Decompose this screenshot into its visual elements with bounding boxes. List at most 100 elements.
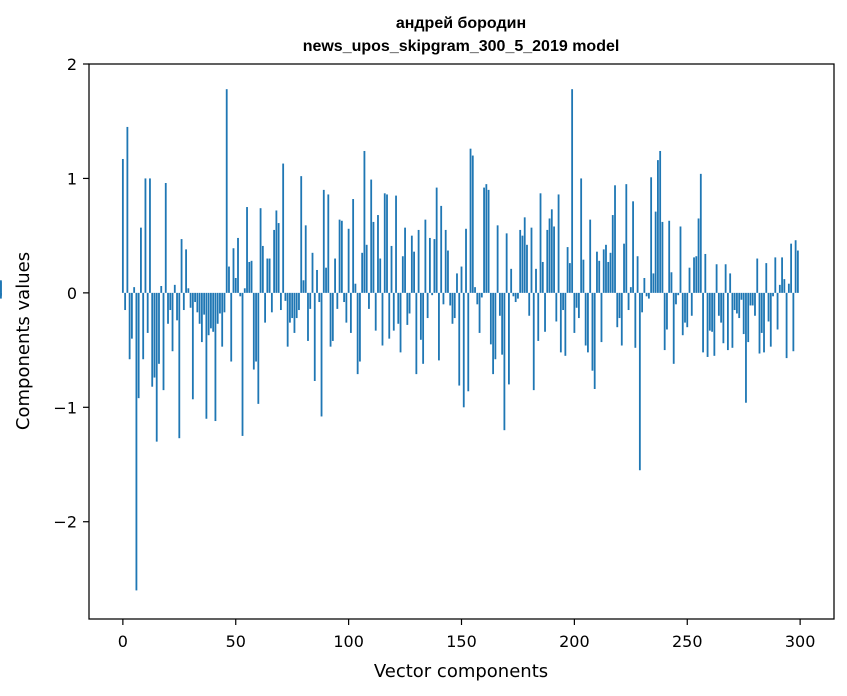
bar: [508, 292, 510, 385]
x-tick-label: 0: [118, 632, 128, 651]
bar: [526, 244, 528, 293]
bar: [711, 292, 713, 332]
bar: [336, 292, 339, 309]
y-axis-ticks: −2 −1 0 1 2: [53, 55, 89, 532]
bar: [652, 273, 655, 293]
bar: [677, 292, 680, 296]
bar: [343, 292, 346, 303]
bar: [539, 193, 542, 293]
bar: [142, 292, 145, 360]
bar: [706, 292, 709, 357]
bar: [602, 249, 605, 293]
bar: [758, 292, 761, 354]
bar: [164, 183, 167, 293]
bar: [207, 292, 210, 336]
bar: [144, 178, 147, 293]
bar: [232, 248, 235, 293]
bar: [354, 283, 357, 293]
bar: [742, 292, 745, 335]
bar: [135, 292, 138, 591]
bar: [774, 257, 777, 293]
bar: [641, 292, 644, 313]
bar: [368, 292, 370, 309]
bar: [733, 292, 736, 311]
bar: [422, 292, 425, 364]
bar: [458, 292, 461, 386]
bar: [564, 292, 567, 356]
bar: [214, 292, 217, 422]
x-axis-label: Vector components: [374, 661, 548, 682]
chart-subtitle: news_upos_skipgram_300_5_2019 model: [303, 38, 620, 55]
bar: [250, 260, 253, 293]
bar: [530, 227, 533, 293]
bar: [724, 264, 727, 293]
bar: [433, 239, 436, 293]
bar: [0, 281, 2, 293]
bar: [442, 292, 445, 305]
bar: [503, 292, 506, 431]
chart-title: андрей бородин: [396, 15, 526, 32]
x-axis-ticks: 0 50 100 150 200 250 300: [118, 619, 815, 651]
bar: [413, 251, 415, 293]
bar: [670, 272, 673, 293]
bar: [690, 292, 693, 316]
bar: [684, 292, 686, 323]
bar: [492, 292, 495, 375]
bar: [361, 252, 364, 293]
bar: [435, 187, 438, 293]
bar: [133, 287, 136, 293]
bar: [289, 292, 291, 323]
bar: [715, 264, 718, 293]
bar: [311, 252, 314, 293]
bar: [729, 273, 732, 293]
bar: [532, 292, 535, 391]
bar: [424, 219, 427, 293]
bar: [309, 292, 312, 309]
bar: [169, 292, 172, 311]
bar: [302, 280, 305, 293]
bar: [796, 250, 799, 293]
bar: [609, 252, 612, 293]
bar: [146, 292, 149, 333]
bar: [498, 292, 501, 316]
bar: [627, 292, 630, 311]
bar: [611, 215, 614, 293]
bar: [471, 155, 474, 293]
bar: [130, 292, 133, 339]
bar: [501, 292, 504, 355]
bar: [121, 158, 124, 293]
bar: [589, 219, 592, 293]
bar: [686, 292, 689, 328]
bar: [237, 237, 239, 293]
bar: [528, 292, 531, 316]
bar: [397, 292, 400, 324]
bar: [792, 292, 795, 352]
bar: [182, 292, 185, 311]
bar: [747, 292, 750, 343]
bar: [255, 292, 257, 362]
bar: [751, 292, 754, 306]
bar: [264, 292, 266, 323]
bar: [517, 292, 519, 299]
bar: [523, 217, 526, 293]
bar: [365, 244, 368, 293]
bar: [320, 292, 323, 417]
bar: [663, 292, 666, 351]
bar: [388, 292, 391, 339]
bar: [286, 292, 289, 347]
bar: [679, 226, 682, 293]
bar: [356, 292, 359, 375]
bar: [270, 292, 273, 313]
bar: [688, 267, 691, 293]
bar: [243, 288, 246, 293]
bar: [327, 194, 330, 293]
bar: [638, 292, 641, 471]
bar: [0, 292, 2, 299]
bar: [485, 184, 488, 293]
bar: [282, 163, 285, 293]
bar: [754, 292, 756, 316]
y-axis-label: Components values: [13, 252, 34, 430]
bar: [587, 292, 589, 353]
bar: [392, 292, 395, 331]
